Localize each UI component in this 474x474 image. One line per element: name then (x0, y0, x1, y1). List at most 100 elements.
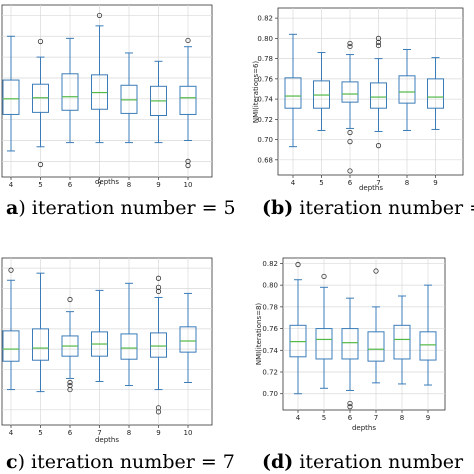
panel-d-caption-text: iteration number (299, 451, 464, 473)
panel-a-caption-text: ) iteration number = 5 (18, 197, 235, 219)
panel-b-x-ticks: 4 5 6 7 8 9 (291, 175, 438, 187)
panel-c-flier-point (155, 405, 162, 411)
panel-c-chart: 4 5 6 7 8 9 10 depths (1, 257, 213, 444)
panel-a-xtick-label: 8 (127, 181, 131, 189)
panel-b-caption-letter: ( (262, 197, 271, 219)
panel-c-box (2, 330, 20, 362)
panel-b-ytick-label: 0.72 (257, 116, 273, 124)
panel-d-ytick-label: 0.78 (262, 303, 278, 311)
panel-a-xtick-label: 7 (97, 181, 101, 189)
panel-b-flier-point (375, 42, 382, 49)
panel-d-ytick-label: 0.82 (262, 260, 278, 268)
panel-c-xtick-label: 8 (127, 429, 131, 437)
panel-d-xtick-label: 5 (322, 414, 326, 422)
panel-c-caption: c) iteration number = 7 (6, 451, 235, 473)
panel-d-flier-point (321, 273, 327, 280)
panel-c-x-ticks: 4 5 6 7 8 9 10 (9, 425, 192, 437)
panel-b-xtick-label: 9 (433, 179, 437, 187)
panel-c-boxes (2, 267, 197, 415)
panel-a-xtick-label: 9 (156, 181, 160, 189)
panel-a-caption-letter: a (6, 197, 18, 219)
panel-a-xtick-label: 5 (38, 181, 42, 189)
panel-b-xtick-label: 4 (291, 179, 296, 187)
panel-d-flier-point (347, 400, 353, 407)
panel-b-box (427, 78, 444, 109)
panel-c-caption-text: ) iteration number = 7 (18, 451, 235, 473)
panel-d-caption-letter: d (271, 451, 284, 473)
panel-d-box (367, 331, 385, 362)
panel-b-y-ticks: 0.68 0.70 0.72 0.74 0.76 0.78 0.80 0.82 (257, 15, 278, 164)
panel-a-xtick-label: 10 (184, 181, 193, 189)
panel-b-ytick-label: 0.76 (257, 75, 273, 83)
panel-b-flier-point (347, 129, 353, 136)
panel-d-caption-open: ( (262, 451, 271, 473)
panel-a-caption: a) iteration number = 5 (6, 197, 236, 219)
panel-b-ytick-label: 0.78 (257, 55, 273, 63)
panel-b-caption-text: iteration number = (299, 197, 474, 219)
panel-c-xtick-label: 9 (156, 429, 160, 437)
panel-b-y-label: NMI(iterations=6) (252, 61, 260, 124)
panel-c-box (150, 332, 167, 358)
panel-b-ytick-label: 0.80 (257, 35, 273, 43)
panel-a-boxes (2, 12, 197, 169)
panel-a-box (2, 79, 20, 115)
panel-a-x-label: depths (95, 178, 119, 186)
panel-b-box (398, 75, 416, 104)
panel-b-caption-close: ) (284, 197, 293, 219)
panel-d-caption: (d) iteration number (262, 451, 464, 473)
panel-a-box (179, 85, 197, 115)
panel-d-ytick-label: 0.76 (262, 325, 278, 333)
panel-c-flier-point (67, 379, 73, 386)
panel-a-flier-point (185, 37, 191, 44)
panel-b-xtick-label: 8 (405, 179, 409, 187)
panel-c-box (32, 328, 49, 361)
panel-d-x-ticks: 4 5 6 7 8 9 (296, 410, 430, 422)
panel-d-caption-close: ) (284, 451, 293, 473)
panel-c-box (120, 333, 138, 360)
panel-a-flier-point (37, 161, 44, 168)
panel-d-box (341, 328, 359, 360)
panel-a-flier-point (185, 158, 191, 164)
panel-c-flier-point (155, 275, 162, 281)
panel-b-caption: (b) iteration number = (262, 197, 474, 219)
panel-d-x-label: depths (352, 424, 376, 432)
panel-c-caption-letter: c (6, 451, 18, 473)
panel-c-x-label: depths (95, 436, 119, 444)
panel-a-flier-point (37, 38, 44, 45)
panel-b-ytick-label: 0.68 (257, 156, 273, 164)
panel-b-ytick-label: 0.74 (257, 96, 273, 104)
panel-a-grid (2, 5, 212, 177)
panel-c-flier-point (8, 267, 14, 273)
panel-c-xtick-label: 5 (38, 429, 42, 437)
panel-d-box (315, 328, 333, 360)
panel-d-xtick-label: 8 (400, 414, 404, 422)
panel-b-box (370, 82, 387, 109)
panel-b-xtick-label: 6 (348, 179, 353, 187)
panel-d-y-ticks: 0.70 0.72 0.74 0.76 0.78 0.80 0.82 (262, 260, 283, 398)
panel-d-y-label: NMI(iterations=8) (255, 303, 263, 366)
panel-b-xtick-label: 7 (376, 179, 380, 187)
panel-c-box (179, 326, 197, 353)
panel-b-flier-point (347, 139, 353, 145)
panel-d-ytick-label: 0.80 (262, 282, 278, 290)
panel-b-caption-letter-b: b (271, 197, 284, 219)
panel-d-chart: 4 5 6 7 8 9 0.70 0.72 0.74 0.76 0.78 0.80 0.82 dept… (255, 257, 446, 432)
panel-b-flier-point (375, 143, 382, 149)
panel-b-flier-point (347, 43, 353, 50)
panel-d-xtick-label: 9 (426, 414, 430, 422)
panel-d-flier-point (347, 404, 353, 410)
panel-a-xtick-label: 4 (9, 181, 14, 189)
panel-b-box (341, 81, 359, 103)
panel-d-ytick-label: 0.70 (262, 390, 278, 398)
panel-a-box (61, 73, 79, 111)
panel-a-flier-point (96, 12, 103, 19)
panel-d-ytick-label: 0.74 (262, 347, 278, 355)
panel-d-flier-point (373, 268, 379, 274)
panel-d-box (393, 324, 411, 360)
panel-b-boxes (284, 33, 444, 174)
panel-b-x-label: depths (359, 184, 383, 192)
panel-d-plot-area (282, 257, 446, 411)
panel-a-xtick-label: 6 (68, 181, 73, 189)
